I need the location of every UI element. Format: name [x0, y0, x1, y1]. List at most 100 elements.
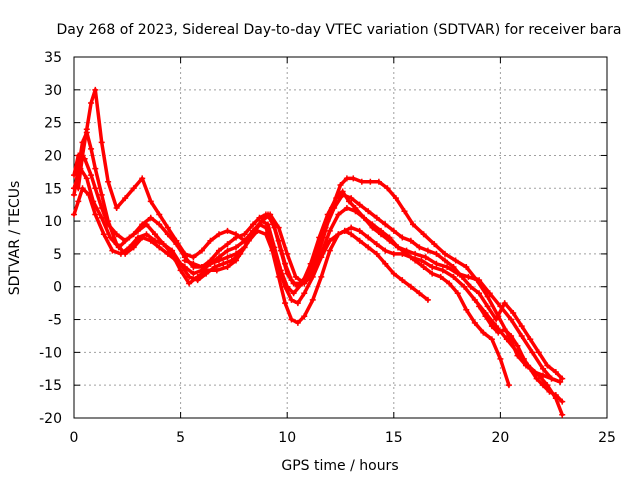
- data-point: [292, 273, 299, 280]
- data-point: [105, 218, 112, 225]
- data-point: [282, 300, 289, 307]
- data-point: [559, 398, 566, 405]
- y-tick-label: -15: [39, 378, 62, 394]
- data-point: [395, 244, 402, 251]
- data-point: [348, 224, 355, 231]
- data-point: [424, 296, 431, 303]
- data-point: [446, 280, 453, 287]
- data-point: [548, 375, 555, 382]
- data-point: [343, 175, 350, 182]
- y-tick-label: 30: [44, 83, 62, 99]
- data-point: [233, 244, 240, 251]
- data-point: [301, 313, 308, 320]
- data-point: [429, 264, 436, 271]
- data-point: [348, 195, 355, 202]
- data-point: [224, 264, 231, 271]
- data-point: [463, 306, 470, 313]
- y-tick-label: 0: [53, 280, 62, 296]
- data-point: [467, 283, 474, 290]
- data-point: [382, 247, 389, 254]
- data-point: [365, 208, 372, 215]
- data-point: [439, 267, 446, 274]
- data-point: [365, 234, 372, 241]
- data-point: [207, 260, 214, 267]
- data-point: [471, 319, 478, 326]
- data-point: [495, 329, 502, 336]
- data-point: [416, 244, 423, 251]
- data-point: [147, 237, 154, 244]
- data-point: [501, 300, 508, 307]
- data-point: [356, 227, 363, 234]
- data-point: [540, 382, 547, 389]
- data-point: [350, 175, 357, 182]
- data-point: [540, 365, 547, 372]
- data-point: [557, 378, 564, 385]
- data-point: [301, 280, 308, 287]
- data-point: [190, 254, 197, 261]
- y-tick-label: -5: [48, 313, 62, 329]
- data-point: [275, 264, 282, 271]
- data-point: [326, 227, 333, 234]
- data-point: [473, 277, 480, 284]
- data-point: [194, 277, 201, 284]
- x-tick-label: 10: [278, 430, 296, 446]
- data-point: [382, 221, 389, 228]
- data-point: [535, 349, 542, 356]
- data-point: [83, 126, 90, 133]
- data-point: [92, 185, 99, 192]
- data-point: [290, 290, 297, 297]
- data-point: [83, 175, 90, 182]
- data-point: [450, 273, 457, 280]
- data-point: [484, 293, 491, 300]
- data-point: [198, 247, 205, 254]
- data-point: [294, 300, 301, 307]
- data-point: [190, 260, 197, 267]
- data-point: [288, 296, 295, 303]
- data-point: [169, 247, 176, 254]
- data-point: [224, 247, 231, 254]
- data-point: [113, 204, 120, 211]
- data-point: [431, 241, 438, 248]
- data-point: [331, 204, 338, 211]
- x-tick-label: 20: [491, 430, 509, 446]
- data-point: [386, 234, 393, 241]
- data-point: [346, 198, 353, 205]
- series-track-5: [75, 86, 566, 382]
- data-point: [407, 237, 414, 244]
- data-point: [375, 178, 382, 185]
- data-point: [198, 264, 205, 271]
- y-tick-label: 10: [44, 214, 62, 230]
- data-point: [367, 178, 374, 185]
- data-point: [233, 250, 240, 257]
- data-point: [369, 221, 376, 228]
- data-point: [122, 250, 129, 257]
- data-point: [476, 303, 483, 310]
- data-point: [444, 264, 451, 271]
- data-point: [85, 191, 92, 198]
- data-point: [224, 241, 231, 248]
- data-point: [177, 267, 184, 274]
- data-point: [418, 257, 425, 264]
- data-point: [113, 241, 120, 248]
- data-point: [390, 270, 397, 277]
- data-point: [378, 227, 385, 234]
- data-point: [122, 195, 129, 202]
- data-point: [88, 145, 95, 152]
- data-point: [156, 221, 163, 228]
- data-point: [552, 369, 559, 376]
- data-point: [79, 152, 86, 159]
- data-point: [282, 283, 289, 290]
- data-point: [484, 303, 491, 310]
- data-point: [267, 211, 274, 218]
- data-point: [352, 208, 359, 215]
- data-point: [412, 257, 419, 264]
- series-trace: [72, 166, 562, 384]
- data-point: [341, 227, 348, 234]
- data-point: [277, 247, 284, 254]
- data-point: [356, 237, 363, 244]
- data-point: [215, 231, 222, 238]
- data-point: [471, 296, 478, 303]
- data-point: [75, 198, 82, 205]
- data-point: [437, 273, 444, 280]
